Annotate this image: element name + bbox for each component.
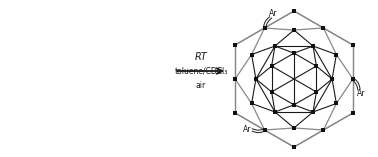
Text: Ar: Ar bbox=[357, 89, 366, 98]
Text: Ar: Ar bbox=[269, 9, 277, 18]
Text: air: air bbox=[196, 81, 206, 89]
Text: RT: RT bbox=[195, 52, 208, 62]
Text: toluene/CDCl₃: toluene/CDCl₃ bbox=[174, 67, 228, 76]
Text: Ar: Ar bbox=[243, 125, 252, 135]
